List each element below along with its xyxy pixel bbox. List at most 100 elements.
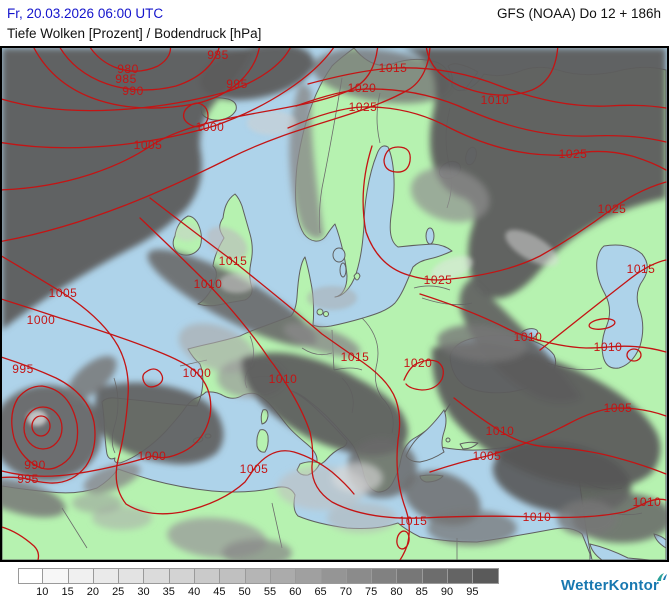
pressure-label-985: 985 bbox=[207, 48, 229, 62]
isobar-1015-north bbox=[307, 67, 667, 109]
pressure-label-1005: 1005 bbox=[472, 449, 502, 463]
pressure-label-1010: 1010 bbox=[522, 510, 552, 524]
cloud-detail-layer bbox=[27, 111, 559, 426]
pressure-label-1010: 1010 bbox=[593, 340, 623, 354]
pressure-label-1025: 1025 bbox=[558, 147, 588, 161]
isobar-1010-black-sea bbox=[419, 293, 667, 353]
legend-box bbox=[473, 568, 499, 584]
legend-box: 20 bbox=[68, 568, 99, 598]
danish-island bbox=[323, 311, 329, 317]
cloud-uk-patch bbox=[206, 226, 248, 260]
pressure-label-990: 990 bbox=[24, 458, 46, 472]
map-parameter-title: Tiefe Wolken [Prozent] / Bodendruck [hPa… bbox=[7, 26, 262, 41]
pressure-label-1025: 1025 bbox=[348, 100, 378, 114]
isobar-1005-turkey bbox=[429, 407, 667, 473]
isobar-1010-north bbox=[2, 48, 431, 242]
isobar-1005 bbox=[2, 48, 379, 191]
pressure-label-1015: 1015 bbox=[378, 61, 408, 75]
legend-box: 30 bbox=[119, 568, 150, 598]
pressure-label-1025: 1025 bbox=[423, 273, 453, 287]
legend-box: 25 bbox=[93, 568, 124, 598]
lake-peipus bbox=[425, 227, 435, 245]
pressure-label-1025: 1025 bbox=[597, 202, 627, 216]
pressure-label-1005: 1005 bbox=[239, 462, 269, 476]
red-sea bbox=[589, 543, 651, 560]
pressure-label-1015: 1015 bbox=[218, 254, 248, 268]
isobars bbox=[2, 48, 667, 560]
isobar-1000-iberia-ring bbox=[2, 298, 212, 477]
logo-swoosh-icon bbox=[656, 570, 668, 587]
isobar-990-iberia-ring bbox=[11, 385, 79, 470]
pressure-label-1020: 1020 bbox=[403, 356, 433, 370]
isobar-core-iberia-ring bbox=[31, 415, 51, 437]
legend-box: 35 bbox=[144, 568, 175, 598]
legend-tick: 50 bbox=[238, 586, 251, 598]
legend-box: 60 bbox=[270, 568, 301, 598]
pressure-label-1010: 1010 bbox=[480, 93, 510, 107]
legend-tick: 55 bbox=[263, 586, 277, 598]
isobar-995 bbox=[2, 48, 291, 112]
pressure-label-985: 985 bbox=[115, 72, 137, 86]
cloud-atlantic-mass bbox=[2, 48, 254, 330]
pressure-label-995: 995 bbox=[226, 77, 248, 91]
pressure-label-1020: 1020 bbox=[347, 81, 377, 95]
danish-island bbox=[316, 308, 324, 316]
cloud-norway-coast bbox=[289, 84, 324, 239]
legend-tick: 35 bbox=[162, 586, 175, 598]
isobar-1010-barents-loop bbox=[425, 48, 559, 96]
sardinia-island bbox=[256, 429, 269, 453]
cloud-east-anatolia bbox=[492, 441, 632, 515]
cloud-levant bbox=[557, 500, 617, 536]
pressure-label-1000: 1000 bbox=[137, 449, 167, 463]
legend-box: 55 bbox=[245, 568, 276, 598]
pressure-label-1000: 1000 bbox=[26, 313, 56, 327]
aegean-sea bbox=[405, 408, 447, 463]
isobar-1015-mid-europe bbox=[149, 197, 410, 560]
europe-map-graphic bbox=[2, 48, 667, 560]
legend-tick: 60 bbox=[289, 586, 302, 598]
pressure-label-1010: 1010 bbox=[268, 372, 298, 386]
legend-tick: 85 bbox=[415, 586, 428, 598]
legend-tick: 30 bbox=[137, 586, 150, 598]
legend-box: 85 bbox=[397, 568, 428, 598]
isobar-caucasus-loop bbox=[626, 348, 642, 362]
legend-tick: 95 bbox=[466, 586, 479, 598]
cloud-iberia bbox=[94, 382, 224, 465]
isobar-985 bbox=[59, 48, 220, 91]
legend-box: 45 bbox=[195, 568, 226, 598]
legend-tick: 45 bbox=[213, 586, 226, 598]
pressure-label-1000: 1000 bbox=[195, 120, 225, 134]
legend-box: 65 bbox=[296, 568, 327, 598]
legend-box: 95 bbox=[448, 568, 478, 598]
pressure-label-1015: 1015 bbox=[626, 262, 656, 276]
isobar-spain-pocket bbox=[142, 368, 164, 388]
cloud-norwegian-sea-patch bbox=[247, 111, 297, 135]
model-run-info: GFS (NOAA) Do 12 + 186h bbox=[497, 6, 661, 21]
legend-tick: 40 bbox=[187, 586, 201, 598]
weather-map[interactable]: 980 985 985 990 995 1000 1005 1015 1020 1025 1010 1… bbox=[0, 46, 669, 562]
legend-box: 80 bbox=[372, 568, 403, 598]
pressure-label-1015: 1015 bbox=[340, 350, 370, 364]
pressure-label-1010: 1010 bbox=[485, 424, 515, 438]
legend-box: 15 bbox=[43, 568, 74, 598]
isobar-1015-pocket bbox=[396, 530, 410, 550]
legend-box: 90 bbox=[422, 568, 453, 598]
cloud-layer bbox=[2, 48, 667, 560]
persian-gulf bbox=[653, 533, 667, 549]
pressure-label-1015: 1015 bbox=[398, 514, 428, 528]
cloud-baltics bbox=[410, 167, 490, 223]
corsica-island bbox=[260, 409, 269, 425]
legend-box: 10 bbox=[18, 568, 48, 598]
legend-tick: 80 bbox=[390, 586, 403, 598]
isobar-1010-mid-europe bbox=[139, 217, 667, 519]
wetterkontor-logo[interactable]: WetterKontor bbox=[561, 573, 667, 594]
pressure-label-980: 980 bbox=[117, 62, 139, 76]
legend-box: 40 bbox=[169, 568, 200, 598]
lake-vanern bbox=[332, 247, 346, 263]
isobar-995-iberia-ring bbox=[2, 356, 96, 484]
isobar-caucasus-pocket bbox=[588, 318, 616, 330]
isobar-southwest-corner bbox=[2, 526, 40, 560]
lake-vattern bbox=[339, 262, 347, 278]
cloud-north-scandinavia bbox=[312, 48, 452, 104]
cloud-top-center bbox=[200, 48, 314, 101]
